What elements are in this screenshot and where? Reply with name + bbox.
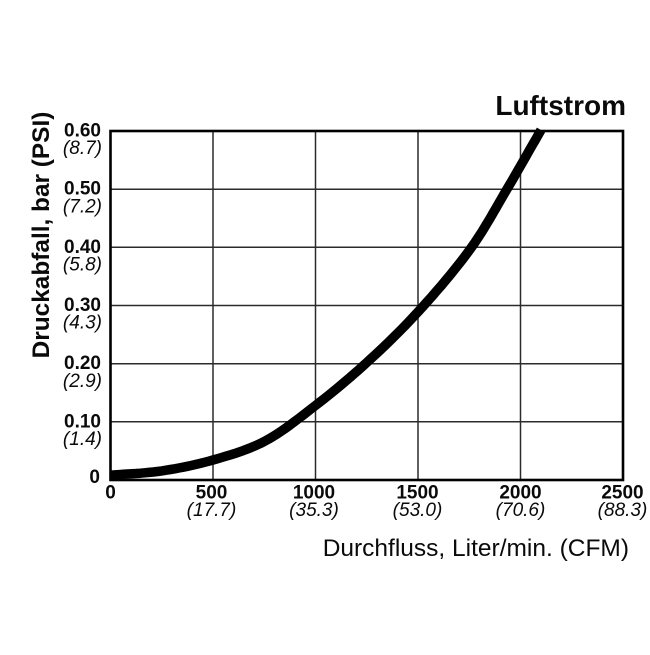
svg-text:Luftstrom: Luftstrom bbox=[495, 90, 626, 121]
svg-text:1500: 1500 bbox=[396, 483, 438, 504]
svg-text:500: 500 bbox=[196, 483, 228, 504]
svg-text:(35.3): (35.3) bbox=[289, 500, 339, 521]
svg-text:0: 0 bbox=[105, 483, 116, 504]
svg-text:Druckabfall, bar (PSI): Druckabfall, bar (PSI) bbox=[28, 112, 55, 359]
svg-text:2000: 2000 bbox=[499, 483, 541, 504]
svg-text:Durchfluss, Liter/min. (CFM): Durchfluss, Liter/min. (CFM) bbox=[323, 535, 629, 562]
svg-text:0.20: 0.20 bbox=[64, 353, 101, 374]
svg-text:(5.8): (5.8) bbox=[63, 255, 102, 276]
svg-text:(4.3): (4.3) bbox=[63, 313, 102, 334]
svg-text:0: 0 bbox=[89, 467, 100, 488]
svg-text:2500: 2500 bbox=[601, 483, 643, 504]
svg-text:(1.4): (1.4) bbox=[63, 429, 102, 450]
svg-text:1000: 1000 bbox=[293, 483, 335, 504]
svg-text:0.40: 0.40 bbox=[64, 237, 101, 258]
svg-text:0.60: 0.60 bbox=[64, 121, 101, 142]
svg-text:(8.7): (8.7) bbox=[63, 138, 102, 159]
svg-text:(7.2): (7.2) bbox=[63, 196, 102, 217]
svg-text:(17.7): (17.7) bbox=[187, 500, 237, 521]
svg-text:(2.9): (2.9) bbox=[63, 371, 102, 392]
svg-text:0.10: 0.10 bbox=[64, 411, 101, 432]
svg-text:0.50: 0.50 bbox=[64, 179, 101, 200]
svg-text:(88.3): (88.3) bbox=[598, 500, 648, 521]
svg-text:(53.0): (53.0) bbox=[393, 500, 443, 521]
svg-text:(70.6): (70.6) bbox=[496, 500, 546, 521]
svg-text:0.30: 0.30 bbox=[64, 295, 101, 316]
